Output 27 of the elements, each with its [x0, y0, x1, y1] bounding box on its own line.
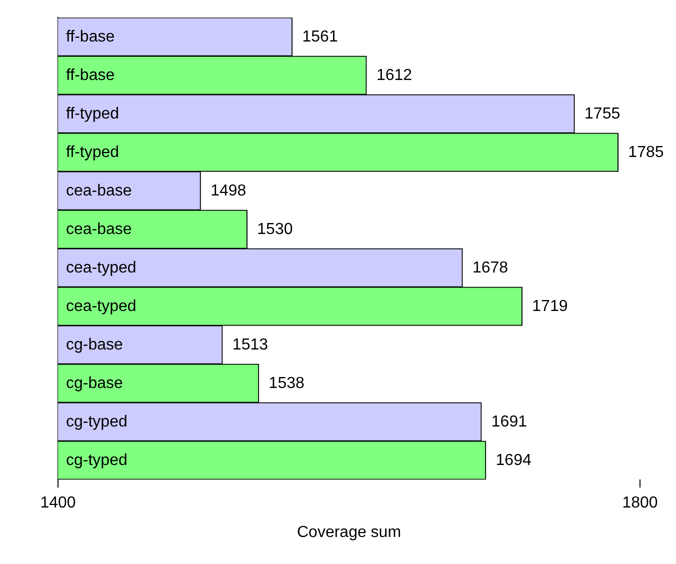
data-label: 1538 [268, 374, 304, 392]
data-label: 1691 [491, 413, 528, 430]
y-tick-label: cea-base [66, 220, 132, 238]
y-tick-label: cg-base [66, 336, 124, 354]
data-label: 1612 [376, 66, 412, 84]
data-label: 1561 [302, 28, 338, 46]
x-tick-label: 1800 [622, 494, 658, 512]
y-tick-label: ff-typed [66, 144, 120, 161]
y-tick-label: ff-typed [66, 105, 120, 122]
data-label: 1530 [257, 220, 293, 238]
data-label: 1678 [472, 259, 508, 276]
y-tick-label: cg-typed [66, 452, 128, 469]
data-label: 1755 [584, 105, 620, 122]
y-tick-label: ff-base [66, 66, 115, 84]
data-label: 1785 [628, 144, 664, 161]
data-label: 1513 [232, 336, 268, 354]
data-label: 1719 [532, 298, 568, 315]
x-tick-label: 1400 [40, 494, 76, 512]
data-label: 1694 [496, 452, 532, 469]
y-tick-label: cg-base [66, 374, 124, 392]
y-tick-label: ff-base [66, 28, 115, 46]
y-tick-label: cg-typed [66, 413, 128, 430]
y-tick-label: cea-base [66, 182, 132, 200]
y-tick-label: cea-typed [66, 259, 136, 276]
x-axis-title: Coverage sum [296, 524, 402, 541]
data-label: 1498 [210, 182, 246, 200]
y-tick-label: cea-typed [66, 298, 136, 315]
